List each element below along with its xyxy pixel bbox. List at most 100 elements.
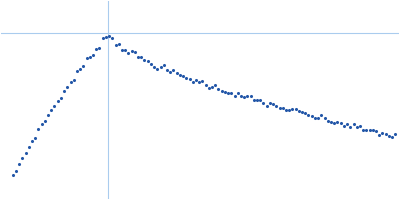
Point: [344, 123, 350, 126]
Point: [177, 73, 183, 76]
Point: [135, 56, 141, 59]
Point: [58, 97, 64, 100]
Point: [366, 128, 373, 132]
Point: [376, 133, 382, 136]
Point: [270, 102, 276, 106]
Point: [276, 107, 283, 110]
Point: [373, 130, 379, 133]
Point: [190, 80, 196, 84]
Point: [106, 35, 112, 38]
Point: [10, 173, 16, 176]
Point: [38, 123, 45, 126]
Point: [35, 127, 42, 130]
Point: [112, 43, 119, 47]
Point: [283, 108, 289, 111]
Point: [125, 52, 132, 55]
Point: [248, 95, 254, 98]
Point: [51, 104, 58, 107]
Point: [80, 64, 86, 67]
Point: [260, 101, 267, 104]
Point: [180, 74, 186, 77]
Point: [70, 79, 77, 82]
Point: [48, 108, 54, 111]
Point: [251, 98, 257, 102]
Point: [132, 51, 138, 54]
Point: [45, 114, 51, 117]
Point: [164, 68, 170, 71]
Point: [42, 119, 48, 123]
Point: [170, 68, 177, 71]
Point: [382, 133, 389, 136]
Point: [157, 65, 164, 68]
Point: [16, 163, 22, 166]
Point: [354, 126, 360, 129]
Point: [26, 145, 32, 148]
Point: [96, 46, 103, 49]
Point: [93, 47, 100, 50]
Point: [257, 99, 264, 102]
Point: [386, 134, 392, 137]
Point: [238, 95, 244, 98]
Point: [32, 137, 38, 140]
Point: [222, 91, 228, 94]
Point: [90, 53, 96, 56]
Point: [305, 113, 312, 117]
Point: [318, 113, 324, 117]
Point: [74, 70, 80, 73]
Point: [13, 170, 19, 173]
Point: [228, 92, 234, 95]
Point: [225, 92, 231, 95]
Point: [299, 111, 305, 114]
Point: [231, 94, 238, 97]
Point: [193, 79, 199, 82]
Point: [160, 64, 167, 67]
Point: [61, 89, 67, 92]
Point: [215, 88, 222, 91]
Point: [148, 62, 154, 66]
Point: [206, 87, 212, 90]
Point: [209, 85, 215, 88]
Point: [324, 119, 331, 122]
Point: [234, 91, 241, 94]
Point: [212, 83, 218, 87]
Point: [264, 104, 270, 108]
Point: [218, 89, 225, 93]
Point: [103, 35, 109, 38]
Point: [328, 120, 334, 123]
Point: [100, 37, 106, 40]
Point: [122, 49, 128, 52]
Point: [347, 125, 354, 128]
Point: [119, 49, 125, 52]
Point: [289, 107, 296, 110]
Point: [64, 85, 70, 88]
Point: [29, 139, 35, 143]
Point: [370, 128, 376, 131]
Point: [296, 110, 302, 113]
Point: [22, 152, 29, 155]
Point: [151, 65, 157, 69]
Point: [334, 120, 341, 124]
Point: [357, 124, 363, 127]
Point: [116, 43, 122, 46]
Point: [321, 116, 328, 120]
Point: [292, 108, 299, 111]
Point: [174, 72, 180, 75]
Point: [363, 129, 370, 132]
Point: [280, 107, 286, 110]
Point: [273, 104, 280, 107]
Point: [389, 135, 395, 138]
Point: [308, 114, 315, 118]
Point: [379, 132, 386, 135]
Point: [138, 56, 144, 59]
Point: [331, 121, 338, 125]
Point: [196, 81, 202, 84]
Point: [350, 123, 357, 126]
Point: [87, 55, 93, 58]
Point: [338, 121, 344, 124]
Point: [286, 109, 292, 112]
Point: [267, 102, 273, 105]
Point: [199, 80, 206, 83]
Point: [202, 83, 209, 86]
Point: [141, 59, 148, 62]
Point: [254, 98, 260, 102]
